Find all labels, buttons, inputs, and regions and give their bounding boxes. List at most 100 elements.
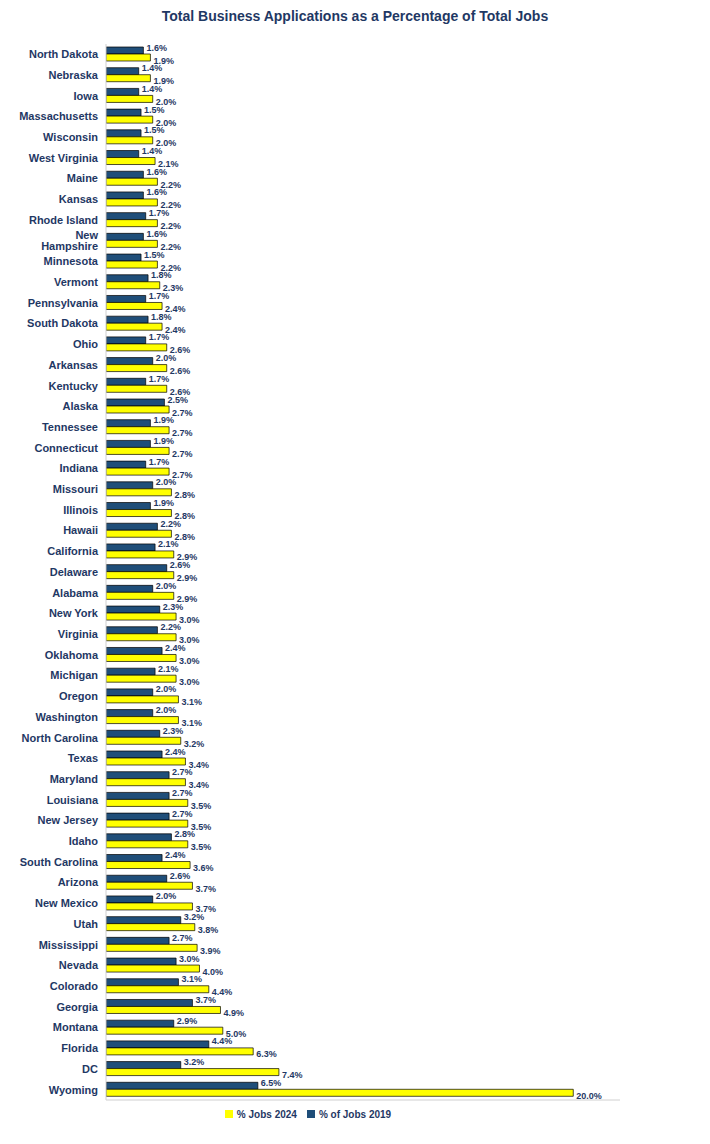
svg-text:3.7%: 3.7% (195, 884, 216, 894)
svg-text:2.8%: 2.8% (174, 532, 195, 542)
svg-text:3.1%: 3.1% (181, 697, 202, 707)
svg-text:3.6%: 3.6% (193, 863, 214, 873)
svg-text:New Jersey: New Jersey (37, 814, 98, 826)
svg-text:2.2%: 2.2% (160, 200, 181, 210)
svg-text:Illinois: Illinois (63, 504, 98, 516)
svg-text:1.6%: 1.6% (146, 43, 167, 53)
svg-text:DC: DC (82, 1063, 98, 1075)
svg-text:20.0%: 20.0% (576, 1091, 602, 1101)
svg-text:3.8%: 3.8% (198, 925, 219, 935)
svg-text:Connecticut: Connecticut (34, 442, 98, 454)
svg-text:Michigan: Michigan (50, 669, 98, 681)
svg-text:2.9%: 2.9% (177, 573, 198, 583)
svg-text:California: California (47, 545, 99, 557)
svg-text:2.3%: 2.3% (163, 283, 184, 293)
svg-text:2.7%: 2.7% (172, 449, 193, 459)
svg-text:6.3%: 6.3% (256, 1049, 277, 1059)
svg-text:Washington: Washington (35, 711, 98, 723)
svg-text:2.2%: 2.2% (160, 622, 181, 632)
svg-text:2.9%: 2.9% (177, 552, 198, 562)
svg-text:Texas: Texas (68, 752, 98, 764)
svg-text:2.1%: 2.1% (158, 159, 179, 169)
svg-text:Delaware: Delaware (50, 566, 98, 578)
svg-text:New Mexico: New Mexico (35, 897, 98, 909)
svg-text:2.0%: 2.0% (156, 97, 177, 107)
svg-text:2.6%: 2.6% (170, 366, 191, 376)
svg-text:Idaho: Idaho (69, 835, 99, 847)
svg-text:1.9%: 1.9% (153, 76, 174, 86)
svg-text:5.0%: 5.0% (226, 1029, 247, 1039)
svg-text:1.9%: 1.9% (153, 415, 174, 425)
svg-text:3.2%: 3.2% (184, 739, 205, 749)
svg-text:4.9%: 4.9% (223, 1008, 244, 1018)
svg-text:Louisiana: Louisiana (47, 794, 99, 806)
svg-text:2.6%: 2.6% (170, 387, 191, 397)
svg-text:West Virginia: West Virginia (29, 152, 99, 164)
svg-text:Nevada: Nevada (59, 959, 99, 971)
svg-text:1.9%: 1.9% (153, 436, 174, 446)
svg-text:Georgia: Georgia (56, 1001, 98, 1013)
svg-text:Montana: Montana (53, 1021, 99, 1033)
svg-text:2.4%: 2.4% (165, 747, 186, 757)
svg-text:Alaska: Alaska (63, 400, 99, 412)
svg-text:2.2%: 2.2% (160, 221, 181, 231)
svg-text:2.2%: 2.2% (160, 180, 181, 190)
svg-text:3.5%: 3.5% (191, 822, 212, 832)
svg-text:2.4%: 2.4% (165, 850, 186, 860)
svg-text:2.9%: 2.9% (177, 1016, 198, 1026)
svg-text:3.1%: 3.1% (181, 974, 202, 984)
svg-text:Iowa: Iowa (74, 90, 99, 102)
svg-text:3.2%: 3.2% (184, 1057, 205, 1067)
svg-text:Pennsylvania: Pennsylvania (28, 297, 99, 309)
svg-text:Missouri: Missouri (53, 483, 98, 495)
svg-text:Nebraska: Nebraska (48, 69, 98, 81)
svg-text:3.7%: 3.7% (195, 904, 216, 914)
svg-text:South Carolina: South Carolina (20, 856, 99, 868)
svg-text:3.9%: 3.9% (200, 946, 221, 956)
svg-text:Florida: Florida (61, 1042, 99, 1054)
svg-text:Arkansas: Arkansas (48, 359, 98, 371)
svg-text:New York: New York (49, 607, 99, 619)
svg-text:Vermont: Vermont (54, 276, 98, 288)
svg-text:3.0%: 3.0% (179, 954, 200, 964)
svg-text:2.0%: 2.0% (156, 581, 177, 591)
svg-text:2.9%: 2.9% (177, 594, 198, 604)
svg-text:1.9%: 1.9% (153, 498, 174, 508)
svg-text:2.7%: 2.7% (172, 428, 193, 438)
svg-text:3.5%: 3.5% (191, 842, 212, 852)
svg-text:2.0%: 2.0% (156, 891, 177, 901)
svg-text:2.1%: 2.1% (158, 664, 179, 674)
svg-text:Wyoming: Wyoming (49, 1084, 98, 1096)
svg-text:Rhode Island: Rhode Island (29, 214, 98, 226)
svg-text:Oklahoma: Oklahoma (45, 649, 99, 661)
svg-text:2.0%: 2.0% (156, 118, 177, 128)
svg-text:Ohio: Ohio (73, 338, 98, 350)
svg-text:1.9%: 1.9% (153, 56, 174, 66)
svg-text:Mississippi: Mississippi (39, 939, 98, 951)
svg-text:Minnesota: Minnesota (44, 255, 99, 267)
svg-text:2.0%: 2.0% (156, 684, 177, 694)
svg-text:South Dakota: South Dakota (27, 317, 99, 329)
svg-text:2.6%: 2.6% (170, 345, 191, 355)
svg-text:2.7%: 2.7% (172, 933, 193, 943)
svg-text:4.0%: 4.0% (202, 967, 223, 977)
svg-text:North Carolina: North Carolina (22, 732, 99, 744)
svg-text:North Dakota: North Dakota (29, 48, 99, 60)
svg-text:3.5%: 3.5% (191, 801, 212, 811)
svg-text:Oregon: Oregon (59, 690, 98, 702)
svg-text:3.0%: 3.0% (179, 656, 200, 666)
svg-text:2.7%: 2.7% (172, 408, 193, 418)
svg-text:4.4%: 4.4% (212, 987, 233, 997)
svg-text:Tennessee: Tennessee (42, 421, 98, 433)
svg-text:2.0%: 2.0% (156, 138, 177, 148)
svg-text:3.4%: 3.4% (188, 780, 209, 790)
svg-text:3.4%: 3.4% (188, 760, 209, 770)
svg-text:2.2%: 2.2% (160, 242, 181, 252)
svg-text:Kansas: Kansas (59, 193, 98, 205)
svg-text:Wisconsin: Wisconsin (43, 131, 98, 143)
svg-text:3.0%: 3.0% (179, 677, 200, 687)
svg-text:Kentucky: Kentucky (48, 380, 98, 392)
svg-text:Maryland: Maryland (50, 773, 98, 785)
svg-text:2.2%: 2.2% (160, 263, 181, 273)
svg-text:NewHampshire: NewHampshire (41, 229, 98, 252)
